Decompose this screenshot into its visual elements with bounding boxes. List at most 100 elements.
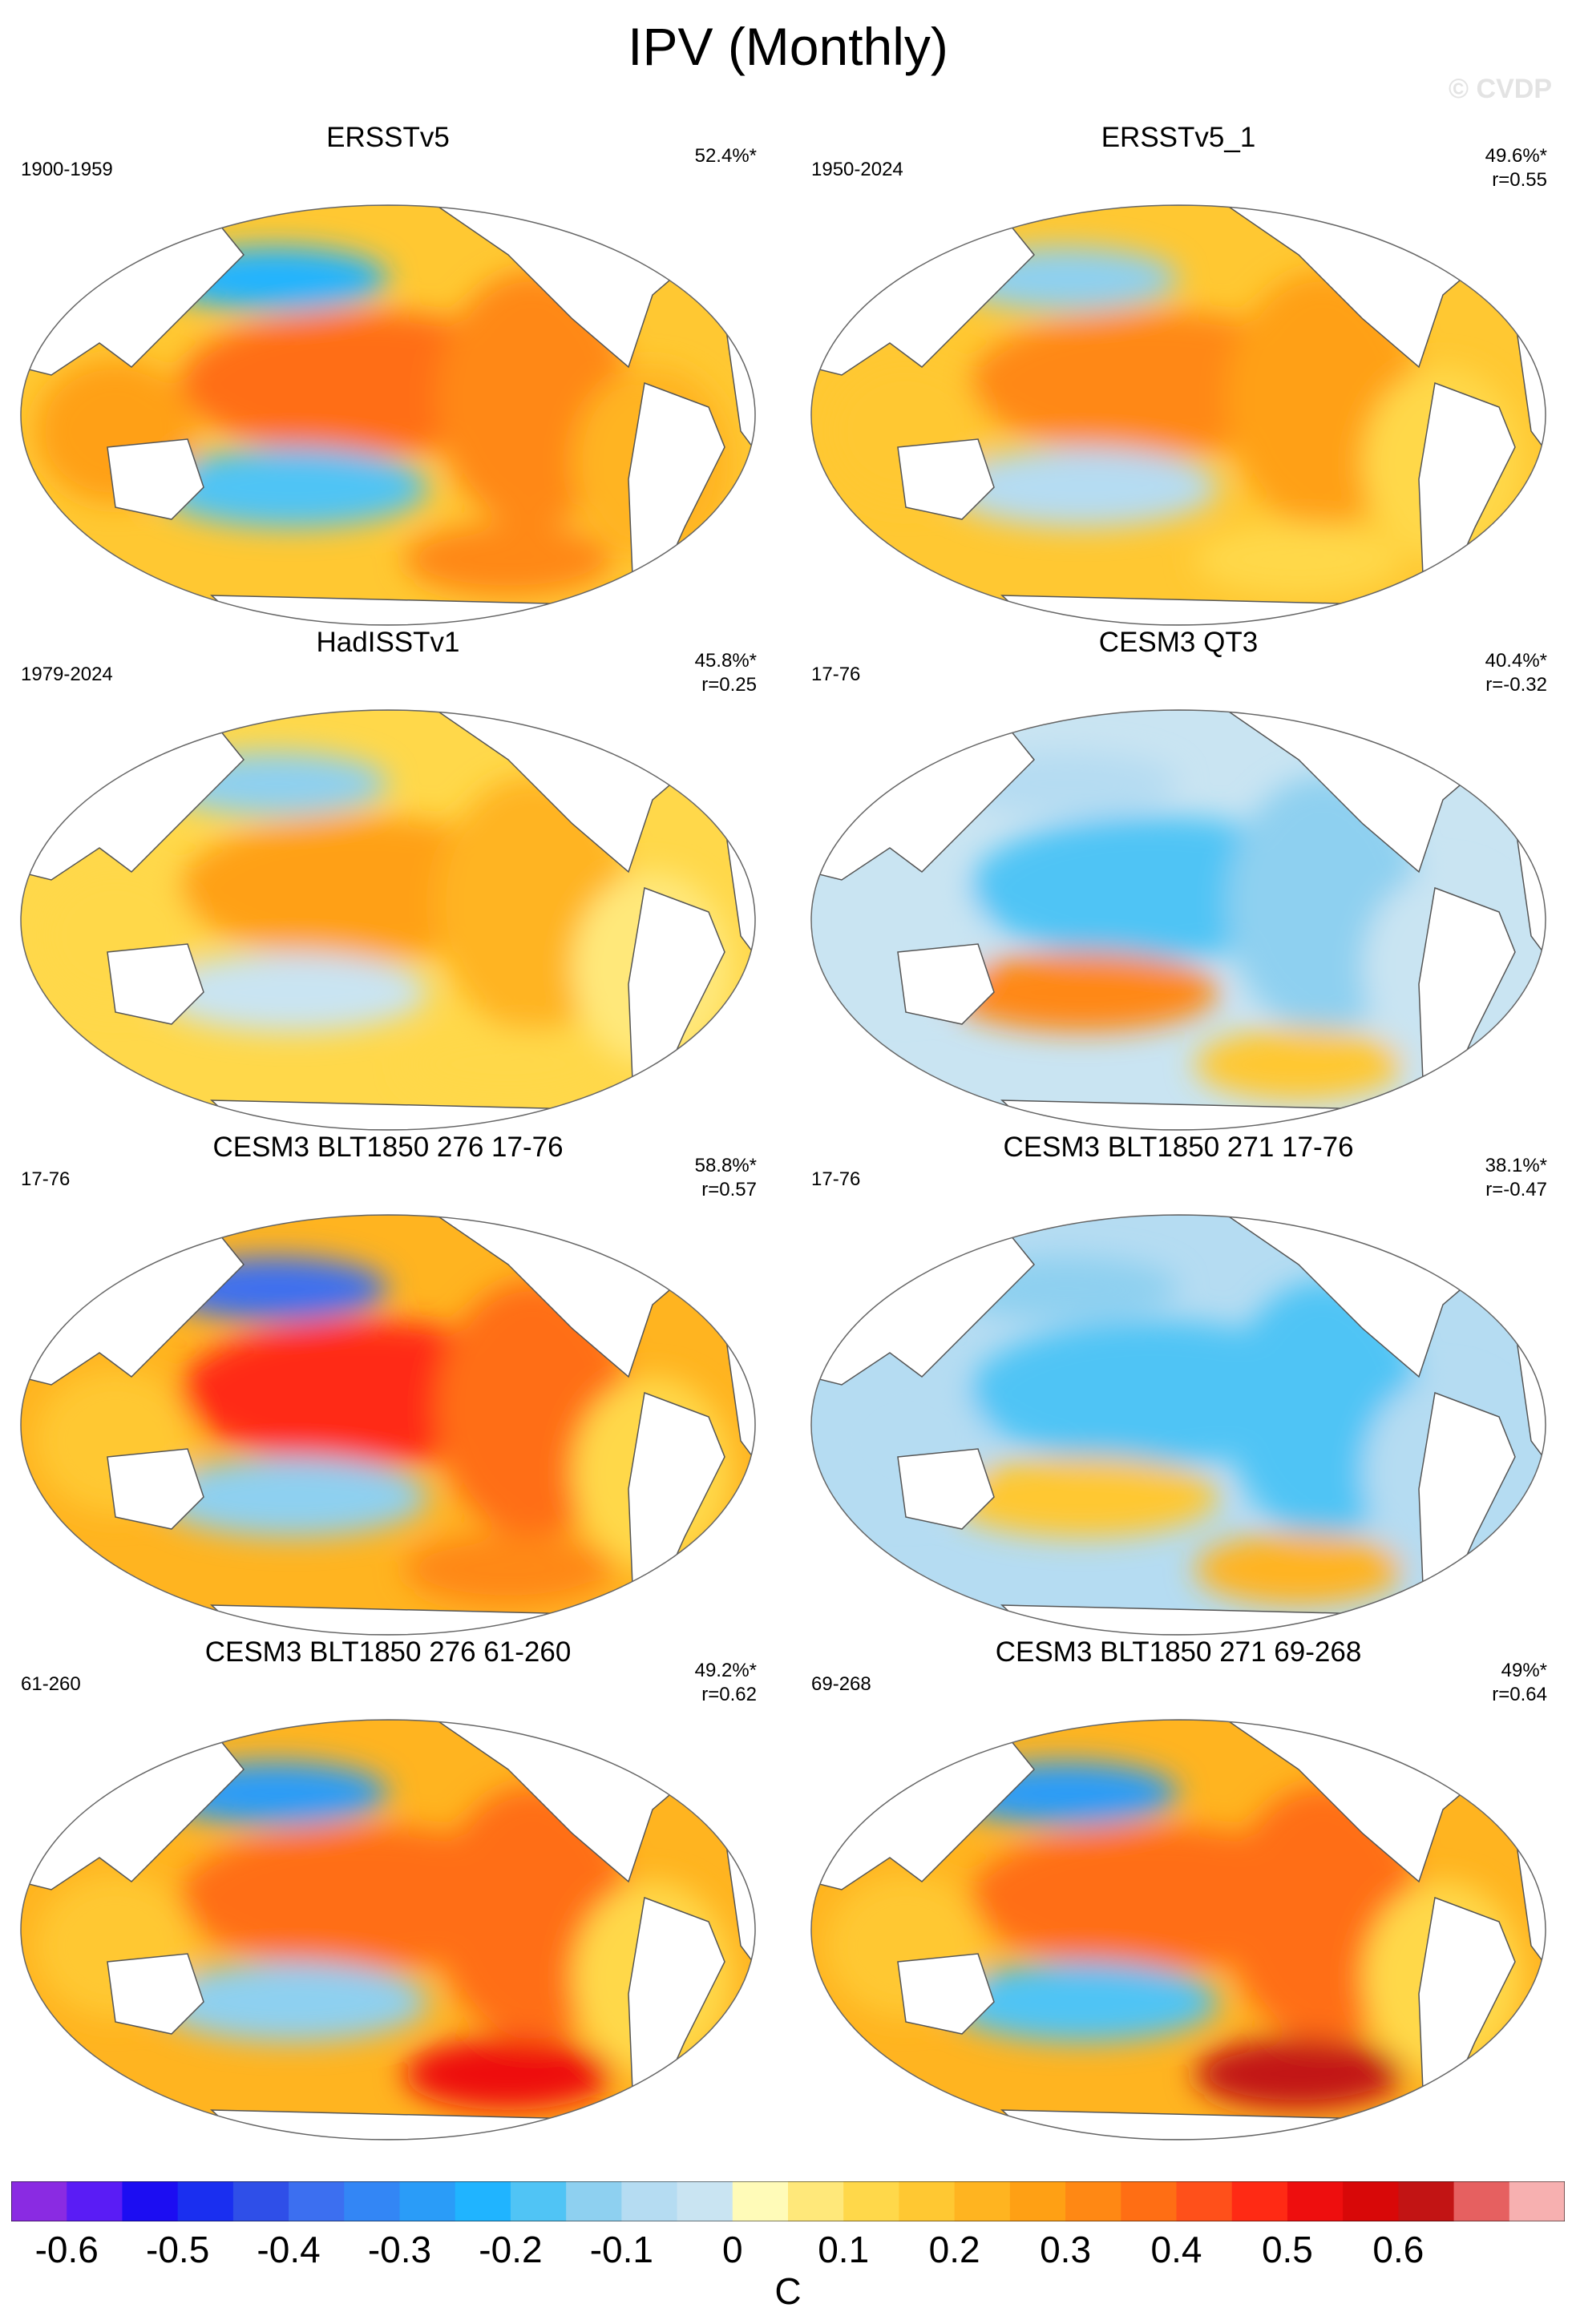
map-panel: CESM3 BLT1850 271 17-76 17-76 38.1%* r=-0.4… [802,1130,1555,1643]
panel-stats: 49%* r=0.64 [1492,1659,1547,1707]
panel-period: 17-76 [811,664,861,685]
map-svg [810,1719,1546,2140]
panel-period: 1900-1959 [21,159,113,180]
colorbar-tick-label: 0.2 [928,2229,980,2270]
map-border [810,1719,1546,2140]
colorbar-swatch [899,2181,956,2221]
colorbar-tick-label: 0.1 [818,2229,870,2270]
panel-period: 17-76 [811,1168,861,1190]
watermark: © CVDP [1449,74,1552,104]
panel-stats: 49.6%* r=0.55 [1485,144,1547,192]
map-border [810,709,1546,1131]
map-svg [20,1719,756,2140]
colorbar-tick-label: 0.5 [1261,2229,1313,2270]
panel-title: ERSSTv5 [326,122,450,153]
australia-land [107,1448,204,1530]
southern-ocean-anomaly [1194,1533,1403,1605]
panel-period: 61-260 [21,1673,81,1695]
australia-land [897,943,995,1025]
panel-period: 17-76 [21,1168,71,1190]
panel-correlation: r=0.55 [1492,169,1547,191]
map-svg [20,709,756,1131]
colorbar-swatch [399,2181,456,2221]
panel-title: CESM3 QT3 [1098,627,1259,658]
colorbar-swatch [1009,2181,1066,2221]
colorbar-swatch [510,2181,567,2221]
colorbar-swatch [732,2181,789,2221]
colorbar-swatch [1176,2181,1233,2221]
colorbar-swatch [1398,2181,1455,2221]
colorbar-swatch [1343,2181,1399,2221]
panel-period: 1950-2024 [811,159,903,180]
colorbar-swatch [455,2181,511,2221]
south-pacific-anomaly [946,1457,1218,1537]
colorbar-swatch [1121,2181,1177,2221]
south-pacific-anomaly [156,447,428,527]
map-border [20,1214,756,1636]
colorbar-swatch [621,2181,678,2221]
panel-percent: 49%* [1501,1660,1547,1681]
southern-ocean-anomaly [404,2038,612,2110]
australia-land [107,438,204,520]
southern-ocean-anomaly [1194,523,1403,595]
colorbar-swatch [1509,2181,1565,2221]
southern-ocean-anomaly [404,1028,612,1100]
map-border [20,1719,756,2140]
panel-percent: 40.4%* [1485,650,1547,672]
panel-stats: 49.2%* r=0.62 [695,1659,757,1707]
colorbar-swatch [843,2181,899,2221]
colorbar-swatch [788,2181,844,2221]
map-panel: ERSSTv5_1 1950-2024 49.6%* r=0.55 [802,120,1555,633]
panel-percent: 49.6%* [1485,145,1547,167]
south-pacific-anomaly [156,1457,428,1537]
colorbar-units: C [774,2270,802,2312]
panel-correlation: r=-0.47 [1485,1179,1547,1200]
panel-correlation: r=0.57 [701,1179,757,1200]
colorbar-swatch [177,2181,234,2221]
colorbar-swatch [566,2181,622,2221]
australia-land [897,1953,995,2035]
colorbar-tick-label: 0 [721,2229,743,2270]
colorbar-tick-label: -0.6 [34,2229,99,2270]
south-pacific-anomaly [946,952,1218,1032]
colorbar-swatch [1287,2181,1344,2221]
map-border [810,204,1546,626]
australia-land [897,438,995,520]
panel-title: CESM3 BLT1850 276 61-260 [204,1636,572,1668]
panel-title: ERSSTv5_1 [1101,122,1256,153]
colorbar-tick-label: 0.3 [1040,2229,1092,2270]
colorbar-swatch [232,2181,289,2221]
panel-period: 69-268 [811,1673,871,1695]
colorbar-swatch [11,2181,67,2221]
south-pacific-anomaly [946,1962,1218,2042]
panel-stats: 40.4%* r=-0.32 [1485,649,1547,697]
map-panel: HadISSTv1 1979-2024 45.8%* r=0.25 [11,625,765,1138]
colorbar-tick-label: 0.6 [1372,2229,1424,2270]
panel-title: CESM3 BLT1850 276 17-76 [212,1132,564,1163]
southern-ocean-anomaly [1194,2038,1403,2110]
colorbar-tick-label: -0.3 [367,2229,432,2270]
map-svg [810,709,1546,1131]
southern-ocean-anomaly [404,523,612,595]
south-pacific-anomaly [156,952,428,1032]
colorbar-swatch [122,2181,179,2221]
australia-land [107,943,204,1025]
panel-percent: 38.1%* [1485,1155,1547,1176]
colorbar-tick-label: -0.2 [479,2229,543,2270]
map-svg [20,1214,756,1636]
panel-title: CESM3 BLT1850 271 69-268 [995,1636,1362,1668]
australia-land [897,1448,995,1530]
colorbar-swatch [344,2181,400,2221]
southern-ocean-anomaly [404,1533,612,1605]
panel-stats: 58.8%* r=0.57 [695,1154,757,1202]
map-border [810,1214,1546,1636]
panel-percent: 49.2%* [694,1660,757,1681]
panel-percent: 52.4%* [694,145,757,167]
colorbar [11,2181,1565,2221]
colorbar-swatch [954,2181,1011,2221]
australia-land [107,1953,204,2035]
panel-correlation: r=0.25 [701,674,757,696]
panel-correlation: r=0.64 [1492,1684,1547,1705]
south-pacific-anomaly [156,1962,428,2042]
colorbar-swatch [1453,2181,1510,2221]
